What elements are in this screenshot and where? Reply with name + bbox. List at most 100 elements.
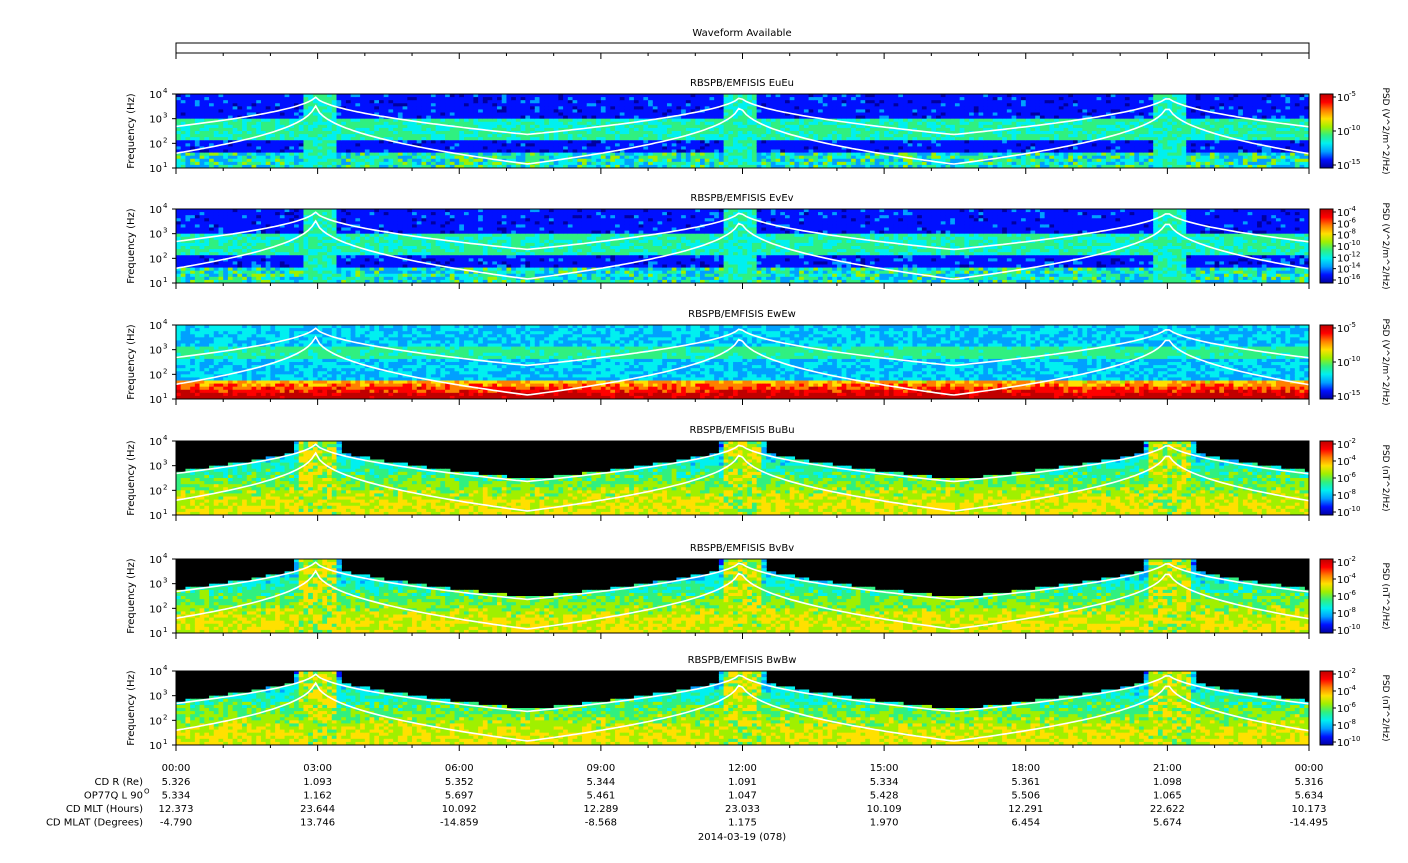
x-tick-label: 12:00 bbox=[728, 763, 757, 774]
ephemeris-value: 1.091 bbox=[728, 777, 757, 788]
spectrogram bbox=[176, 559, 1310, 634]
colorbar-label: PSD (nT^2/Hz) bbox=[1380, 563, 1390, 630]
ephemeris-value: 10.092 bbox=[442, 804, 477, 815]
y-axis-label: Frequency (Hz) bbox=[126, 208, 137, 284]
y-axis-label: Frequency (Hz) bbox=[126, 670, 137, 746]
x-tick-label: 09:00 bbox=[586, 763, 615, 774]
y-tick-exponent: 2 bbox=[163, 251, 167, 259]
colorbar-tick-label: 10 bbox=[1337, 324, 1350, 335]
y-axis-label: Frequency (Hz) bbox=[126, 440, 137, 516]
ephemeris-value: 5.334 bbox=[870, 777, 899, 788]
ephemeris-value: -4.790 bbox=[160, 818, 192, 829]
spectrogram bbox=[176, 209, 1310, 284]
y-tick-label: 10 bbox=[149, 511, 162, 522]
ephemeris-value: 23.033 bbox=[725, 804, 760, 815]
ephemeris-row-label-sup: O bbox=[144, 788, 150, 796]
y-tick-label: 10 bbox=[149, 115, 162, 126]
ephemeris-value: 1.175 bbox=[728, 818, 757, 829]
colorbar-tick-label: 10 bbox=[1337, 440, 1350, 451]
x-tick-label: 15:00 bbox=[870, 763, 899, 774]
colorbar-tick-label: 10 bbox=[1337, 508, 1350, 519]
y-tick-exponent: 4 bbox=[163, 87, 168, 95]
colorbar-tick-label: 10 bbox=[1337, 93, 1350, 104]
colorbar-label: PSD (V^2/m^2/Hz) bbox=[1380, 319, 1390, 406]
colorbar-tick-exponent: -10 bbox=[1349, 239, 1360, 247]
colorbar-tick-exponent: -8 bbox=[1349, 718, 1356, 726]
y-tick-exponent: 1 bbox=[163, 508, 167, 516]
colorbar-tick-exponent: -4 bbox=[1349, 454, 1357, 462]
colorbar-tick-label: 10 bbox=[1337, 392, 1350, 403]
colorbar-tick-label: 10 bbox=[1337, 474, 1350, 485]
colorbar bbox=[1320, 671, 1333, 745]
colorbar-tick-label: 10 bbox=[1337, 721, 1350, 732]
y-tick-exponent: 4 bbox=[163, 552, 168, 560]
ephemeris-value: 13.746 bbox=[300, 818, 335, 829]
y-tick-exponent: 1 bbox=[163, 626, 167, 634]
ephemeris-value: 5.461 bbox=[587, 791, 616, 802]
y-tick-label: 10 bbox=[149, 462, 162, 473]
ephemeris-row-label: CD MLT (Hours) bbox=[66, 804, 143, 815]
y-tick-label: 10 bbox=[149, 205, 162, 216]
ephemeris-row-label: CD R (Re) bbox=[95, 777, 144, 788]
ephemeris-value: 22.622 bbox=[1150, 804, 1185, 815]
colorbar bbox=[1320, 441, 1333, 515]
x-tick-label: 21:00 bbox=[1153, 763, 1182, 774]
colorbar-tick-label: 10 bbox=[1337, 575, 1350, 586]
y-tick-label: 10 bbox=[149, 555, 162, 566]
colorbar-tick-exponent: -4 bbox=[1349, 684, 1357, 692]
ephemeris-value: 5.674 bbox=[1153, 818, 1182, 829]
ephemeris-value: 5.634 bbox=[1295, 791, 1324, 802]
panel-title: RBSPB/EMFISIS EuEu bbox=[690, 78, 794, 89]
waveform-ticks bbox=[176, 53, 1309, 59]
ephemeris-value: 6.454 bbox=[1011, 818, 1040, 829]
y-tick-exponent: 2 bbox=[163, 367, 167, 375]
colorbar-tick-exponent: -6 bbox=[1349, 216, 1357, 224]
colorbar-tick-label: 10 bbox=[1337, 626, 1350, 637]
ephemeris-value: 12.291 bbox=[1008, 804, 1043, 815]
y-tick-exponent: 2 bbox=[163, 483, 167, 491]
colorbar-tick-label: 10 bbox=[1337, 208, 1350, 219]
ephemeris-row-label: OP77Q L 90 bbox=[84, 791, 143, 802]
y-tick-label: 10 bbox=[149, 741, 162, 752]
y-tick-exponent: 3 bbox=[163, 343, 167, 351]
ephemeris-value: 1.047 bbox=[728, 791, 757, 802]
colorbar-tick-exponent: -4 bbox=[1349, 572, 1357, 580]
colorbar-tick-exponent: -10 bbox=[1349, 355, 1360, 363]
y-tick-exponent: 4 bbox=[163, 318, 168, 326]
y-tick-label: 10 bbox=[149, 164, 162, 175]
ephemeris-value: 5.697 bbox=[445, 791, 474, 802]
x-tick-label: 00:00 bbox=[1295, 763, 1324, 774]
colorbar-tick-label: 10 bbox=[1337, 231, 1350, 242]
panel-title: RBSPB/EMFISIS BuBu bbox=[689, 425, 794, 436]
ephemeris-value: -14.859 bbox=[440, 818, 479, 829]
waveform-title: Waveform Available bbox=[692, 28, 791, 39]
y-tick-exponent: 4 bbox=[163, 664, 168, 672]
spectrogram bbox=[176, 325, 1310, 400]
y-tick-label: 10 bbox=[149, 486, 162, 497]
colorbar-tick-exponent: -14 bbox=[1349, 262, 1361, 270]
colorbar-tick-exponent: -2 bbox=[1349, 437, 1356, 445]
panel-title: RBSPB/EMFISIS BwBw bbox=[688, 655, 797, 666]
ephemeris-value: 1.093 bbox=[303, 777, 332, 788]
colorbar-tick-exponent: -8 bbox=[1349, 488, 1356, 496]
colorbar-tick-exponent: -5 bbox=[1349, 321, 1356, 329]
y-tick-label: 10 bbox=[149, 667, 162, 678]
y-tick-label: 10 bbox=[149, 254, 162, 265]
colorbar-tick-exponent: -15 bbox=[1349, 389, 1360, 397]
colorbar-tick-label: 10 bbox=[1337, 592, 1350, 603]
y-tick-exponent: 1 bbox=[163, 738, 167, 746]
colorbar-tick-exponent: -15 bbox=[1349, 158, 1360, 166]
x-tick-label: 03:00 bbox=[303, 763, 332, 774]
colorbar-tick-label: 10 bbox=[1337, 558, 1350, 569]
colorbar-tick-exponent: -10 bbox=[1349, 623, 1360, 631]
ephemeris-value: 12.373 bbox=[159, 804, 194, 815]
panel-title: RBSPB/EMFISIS BvBv bbox=[690, 543, 794, 554]
ephemeris-value: 1.098 bbox=[1153, 777, 1182, 788]
